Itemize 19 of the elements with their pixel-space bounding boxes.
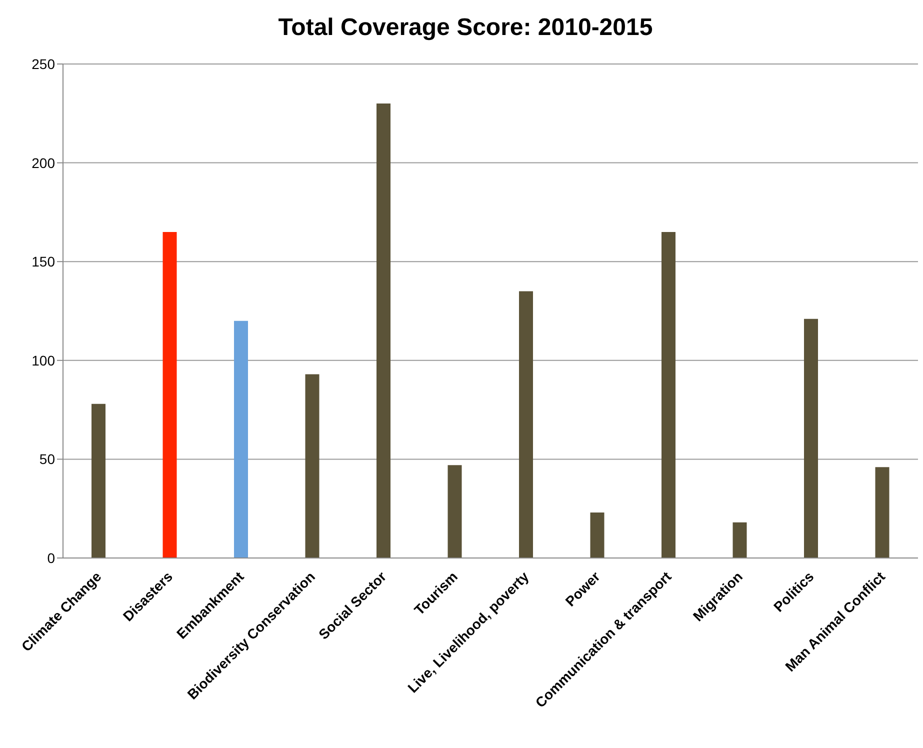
bar bbox=[732, 522, 747, 558]
bar bbox=[662, 232, 676, 558]
y-tick-label: 200 bbox=[32, 154, 56, 171]
bar bbox=[519, 291, 533, 558]
bar bbox=[234, 320, 248, 558]
y-tick-label: 100 bbox=[32, 352, 56, 368]
bar bbox=[92, 404, 106, 558]
bar bbox=[590, 512, 604, 558]
bar bbox=[448, 465, 462, 558]
y-tick-label: 0 bbox=[47, 550, 56, 566]
bar bbox=[162, 232, 177, 558]
bar bbox=[875, 467, 890, 558]
y-tick-label: 150 bbox=[32, 254, 56, 270]
y-tick-label: 50 bbox=[39, 451, 56, 468]
y-tick-label: 250 bbox=[32, 56, 56, 72]
bar bbox=[305, 374, 320, 558]
bar bbox=[376, 104, 390, 558]
chart-title: Total Coverage Score: 2010-2015 bbox=[277, 13, 654, 43]
bar bbox=[804, 318, 818, 558]
